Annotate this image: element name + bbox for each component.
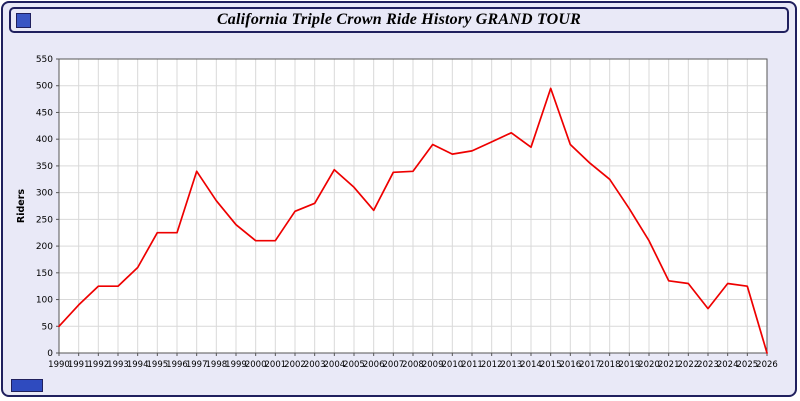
svg-text:2001: 2001: [265, 360, 287, 370]
svg-text:100: 100: [36, 296, 53, 306]
svg-text:2000: 2000: [245, 360, 267, 370]
svg-text:2018: 2018: [599, 360, 621, 370]
svg-text:150: 150: [36, 269, 53, 279]
svg-text:1995: 1995: [147, 360, 169, 370]
svg-text:2002: 2002: [284, 360, 306, 370]
svg-text:400: 400: [36, 135, 53, 145]
svg-text:2006: 2006: [363, 360, 385, 370]
svg-text:1990: 1990: [48, 360, 70, 370]
svg-text:2026: 2026: [756, 360, 778, 370]
svg-text:2017: 2017: [579, 360, 601, 370]
svg-text:1998: 1998: [206, 360, 228, 370]
svg-text:2019: 2019: [619, 360, 641, 370]
chart-title: California Triple Crown Ride History GRA…: [216, 11, 582, 28]
svg-text:550: 550: [36, 55, 53, 65]
svg-text:2023: 2023: [697, 360, 719, 370]
svg-text:1999: 1999: [225, 360, 247, 370]
svg-text:2016: 2016: [560, 360, 582, 370]
svg-text:2014: 2014: [520, 360, 542, 370]
svg-text:2021: 2021: [658, 360, 680, 370]
riders-line-chart: 0501001502002503003504004505005501990199…: [16, 55, 778, 370]
svg-text:Riders: Riders: [16, 189, 27, 224]
svg-text:2015: 2015: [540, 360, 562, 370]
svg-text:1996: 1996: [166, 360, 188, 370]
svg-text:1991: 1991: [68, 360, 90, 370]
svg-text:0: 0: [47, 349, 53, 359]
svg-text:2009: 2009: [422, 360, 444, 370]
svg-text:2011: 2011: [461, 360, 483, 370]
svg-text:2007: 2007: [383, 360, 405, 370]
svg-text:500: 500: [36, 82, 53, 92]
svg-text:1992: 1992: [88, 360, 110, 370]
bottom-left-badge: [11, 379, 43, 392]
svg-text:2020: 2020: [638, 360, 660, 370]
svg-text:1993: 1993: [107, 360, 129, 370]
svg-text:2022: 2022: [678, 360, 700, 370]
svg-text:1997: 1997: [186, 360, 208, 370]
svg-text:2024: 2024: [717, 360, 739, 370]
svg-text:2012: 2012: [481, 360, 503, 370]
svg-text:2013: 2013: [501, 360, 523, 370]
window-icon: [16, 13, 31, 28]
svg-text:2010: 2010: [442, 360, 464, 370]
svg-text:1994: 1994: [127, 360, 149, 370]
svg-text:350: 350: [36, 162, 53, 172]
svg-text:50: 50: [42, 322, 54, 332]
svg-text:2005: 2005: [343, 360, 365, 370]
svg-text:2004: 2004: [324, 360, 346, 370]
svg-text:2025: 2025: [737, 360, 759, 370]
title-bar: California Triple Crown Ride History GRA…: [9, 7, 789, 33]
svg-text:250: 250: [36, 215, 53, 225]
svg-text:450: 450: [36, 108, 53, 118]
svg-text:2003: 2003: [304, 360, 326, 370]
chart-container: 0 50 100 150 200 250 300 350 400 450 500 550 1990 199…: [9, 49, 793, 383]
svg-text:300: 300: [36, 189, 53, 199]
svg-text:2008: 2008: [402, 360, 424, 370]
svg-text:200: 200: [36, 242, 53, 252]
